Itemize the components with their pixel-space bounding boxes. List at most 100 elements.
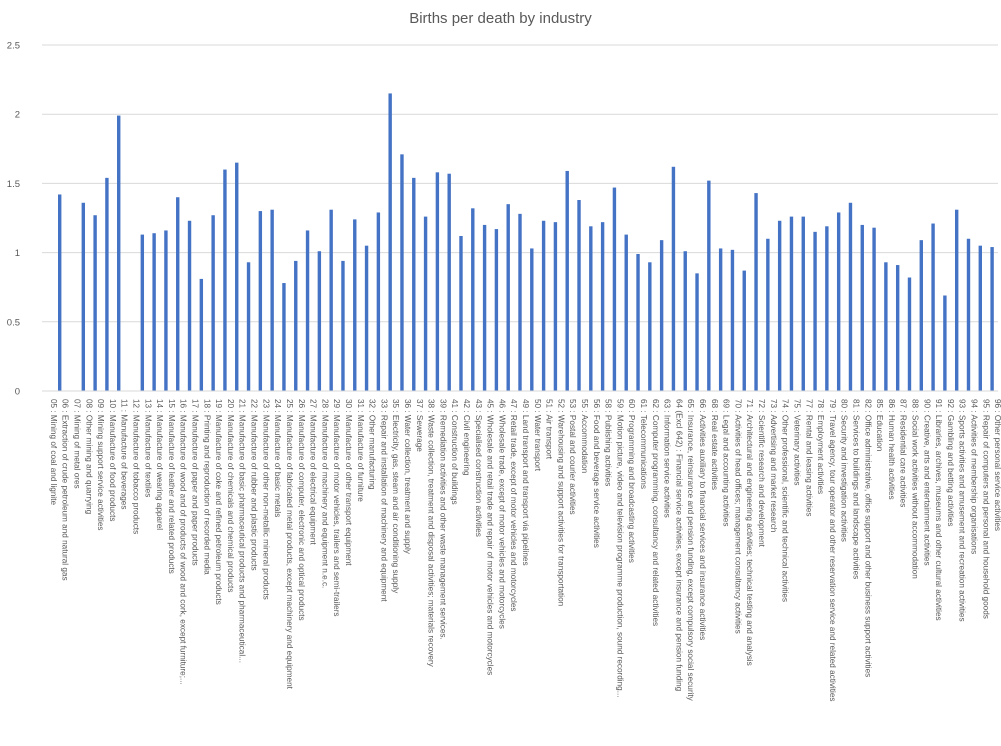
bar	[884, 262, 888, 391]
bar	[364, 245, 369, 391]
bar	[494, 229, 499, 391]
bar	[636, 253, 640, 391]
x-tick-label: 27 : Manufacture of electrical equipment	[309, 399, 318, 545]
x-tick-label: 72 : Scientific research and development	[757, 399, 766, 548]
x-tick-label: 86 : Human health activities	[887, 399, 896, 500]
bar	[423, 216, 428, 391]
bar	[954, 209, 959, 391]
bar	[600, 222, 605, 391]
bar	[789, 216, 794, 391]
bar	[707, 180, 711, 391]
x-tick-label: 66 : Activities auxiliary to financial s…	[698, 399, 707, 640]
bar	[294, 260, 298, 391]
x-tick-label: 91 : Libraries, archives, museums and ot…	[934, 399, 943, 621]
bar	[978, 245, 982, 391]
x-tick-label: 71 : Architectural and engineering activ…	[745, 399, 754, 666]
bar	[258, 211, 263, 391]
x-tick-label: 37 : Sewerage	[415, 399, 424, 452]
bar	[541, 220, 546, 391]
x-tick-label: 12 : Manufacture of tobacco products	[132, 399, 141, 534]
bar	[93, 215, 97, 391]
y-tick-label: 2	[15, 110, 20, 121]
bar	[164, 230, 168, 391]
y-tick-label: 1.5	[7, 179, 20, 190]
bar	[482, 224, 487, 391]
bar	[447, 173, 451, 391]
bar	[140, 234, 145, 391]
bar	[353, 219, 357, 391]
x-tick-label: 06 : Extraction of crude petroleum and n…	[61, 399, 70, 581]
x-tick-label: 14 : Manufacture of wearing apparel	[155, 399, 164, 530]
x-tick-label: 26 : Manufacture of computer, electronic…	[297, 399, 306, 621]
y-axis-tick-labels: 0 0.5 1 1.5 2 2.5	[7, 41, 20, 398]
x-tick-label: 31 : Manufacture of furniture	[356, 399, 365, 502]
bar	[329, 209, 333, 391]
bar	[530, 248, 534, 391]
x-tick-label: 05 : Mining of coal and lignite	[49, 399, 58, 505]
x-tick-label: 85 : Education	[875, 399, 884, 452]
x-tick-label: 69 : Legal and accounting activities	[722, 399, 731, 526]
x-tick-label: 94 : Activities of membership organisati…	[969, 399, 978, 554]
chart-title: Births per death by industry	[409, 10, 592, 27]
bar	[754, 193, 758, 391]
bar	[553, 222, 558, 391]
x-tick-label: 17 : Manufacture of paper and paper prod…	[191, 399, 200, 566]
x-tick-label: 80 : Security and investigation activiti…	[840, 399, 849, 542]
x-tick-label: 79 : Travel agency, tour operator and ot…	[828, 399, 837, 702]
x-tick-label: 16 : Manufacture of wood and of products…	[179, 399, 188, 685]
x-tick-label: 70 : Activities of head offices; managem…	[733, 399, 742, 634]
y-tick-label: 0.5	[7, 317, 20, 328]
bar	[671, 166, 676, 391]
x-tick-label: 92 : Gambling and betting activities	[946, 399, 955, 526]
x-tick-label: 33 : Repair and installation of machiner…	[379, 399, 388, 602]
bar	[400, 154, 404, 391]
bar	[695, 273, 699, 391]
x-tick-label: 49 : Land transport and transport via pi…	[521, 399, 530, 566]
x-tick-label: 21 : Manufacture of basic pharmaceutical…	[238, 399, 247, 663]
x-tick-label: 55 : Accommodation	[580, 399, 589, 474]
x-tick-label: 22 : Manufacture of rubber and plastic p…	[250, 399, 259, 571]
x-tick-label: 96 : Other personal service activities	[993, 399, 1001, 531]
x-tick-label: 90 : Creative, arts and entertainment ac…	[922, 399, 931, 566]
x-tick-label: 39 : Remediation activities and other wa…	[438, 399, 447, 640]
x-tick-label: 75 : Veterinary activities	[792, 399, 801, 485]
x-tick-label: 64 (Excl 642) : Financial service activi…	[674, 399, 683, 692]
x-tick-label: 59 : Motion picture, video and televisio…	[615, 399, 624, 698]
bar	[718, 248, 723, 391]
bar	[152, 233, 156, 391]
bar	[81, 202, 86, 391]
x-tick-label: 25 : Manufacture of fabricated metal pro…	[285, 399, 294, 690]
x-tick-label: 19 : Manufacture of coke and refined pet…	[214, 399, 223, 605]
bar	[58, 194, 62, 391]
bar	[282, 283, 286, 391]
x-tick-label: 53 : Postal and courier activities	[568, 399, 577, 515]
x-tick-label: 60 : Programming and broadcasting activi…	[627, 399, 636, 563]
bar	[813, 231, 817, 391]
x-tick-label: 58 : Publishing activities	[604, 399, 613, 486]
bar	[990, 247, 994, 391]
x-tick-label: 52 : Warehousing and support activities …	[556, 399, 565, 607]
bar	[388, 93, 392, 391]
bar	[825, 226, 829, 391]
x-tick-label: 88 : Social work activities without acco…	[910, 399, 919, 579]
bar	[565, 170, 569, 391]
bar	[931, 223, 935, 391]
bar	[860, 224, 864, 391]
x-tick-label: 07 : Mining of metal ores	[73, 399, 82, 489]
bar	[246, 262, 251, 391]
bar	[589, 226, 593, 391]
x-tick-label: 30 : Manufacture of other transport equi…	[344, 399, 353, 566]
x-tick-label: 08 : Other mining and quarrying	[84, 399, 93, 515]
bar	[943, 295, 947, 391]
x-axis-tick-labels: 05 : Mining of coal and lignite 06 : Extr…	[49, 399, 1001, 702]
bar	[317, 251, 322, 391]
x-tick-label: 38 : Waste collection, treatment and dis…	[427, 399, 436, 668]
x-tick-label: 78 : Employment activities	[816, 399, 825, 494]
x-tick-label: 46 : Wholesale trade, except of motor ve…	[497, 399, 506, 629]
x-tick-label: 29 : Manufacture of motor vehicles, trai…	[332, 399, 341, 617]
bar	[848, 202, 853, 391]
x-tick-label: 50 : Water transport	[533, 399, 542, 472]
x-tick-label: 42 : Civil engineering	[462, 399, 471, 476]
